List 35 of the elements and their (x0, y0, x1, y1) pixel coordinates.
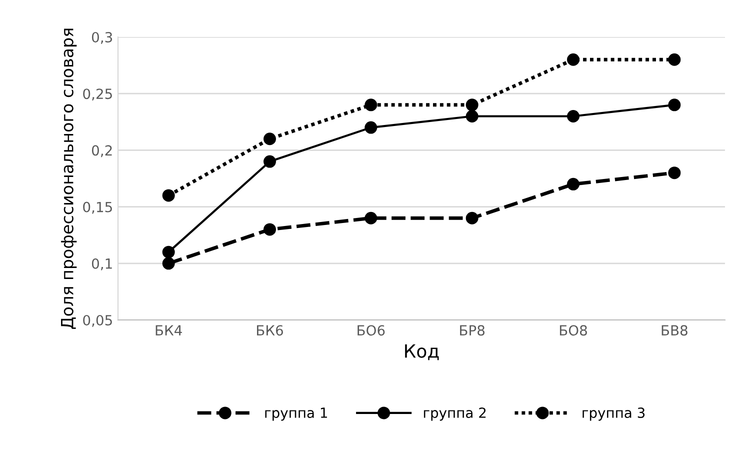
y-tick-label: 0,1 (92, 258, 112, 270)
y-tick-label: 0,2 (92, 145, 112, 158)
point (668, 98, 681, 112)
point (567, 178, 580, 190)
point (162, 246, 175, 258)
y-tick-label: 0,25 (83, 88, 112, 100)
x-tick-label: БО8 (560, 325, 587, 336)
point (466, 212, 478, 224)
x-axis-title: Код (405, 344, 439, 360)
y-tick-label: 0,05 (83, 314, 112, 327)
x-tick-label: БВ8 (662, 325, 688, 336)
x-tick-label: БК4 (156, 325, 182, 336)
legend-label: группа 1 (265, 408, 327, 421)
x-tick-label: БК6 (257, 325, 283, 336)
y-tick-label: 0,15 (83, 202, 112, 214)
x-tick-label: БО6 (358, 325, 385, 336)
legend-label: группа 2 (424, 408, 486, 421)
point (264, 132, 276, 146)
point (567, 53, 580, 66)
point (264, 223, 276, 236)
point (668, 166, 681, 180)
point (364, 121, 378, 134)
y-axis-title: Доля профессионального словаря (61, 28, 77, 329)
point (364, 98, 378, 112)
point (466, 98, 478, 112)
legend-label: группа 3 (582, 408, 645, 421)
point (567, 110, 580, 122)
point (466, 110, 478, 122)
y-tick-label: 0,3 (92, 32, 112, 44)
point (162, 189, 175, 202)
point (162, 257, 175, 270)
x-tick-label: БР8 (460, 325, 485, 336)
point (364, 212, 378, 224)
point (264, 155, 276, 168)
point (668, 53, 681, 66)
